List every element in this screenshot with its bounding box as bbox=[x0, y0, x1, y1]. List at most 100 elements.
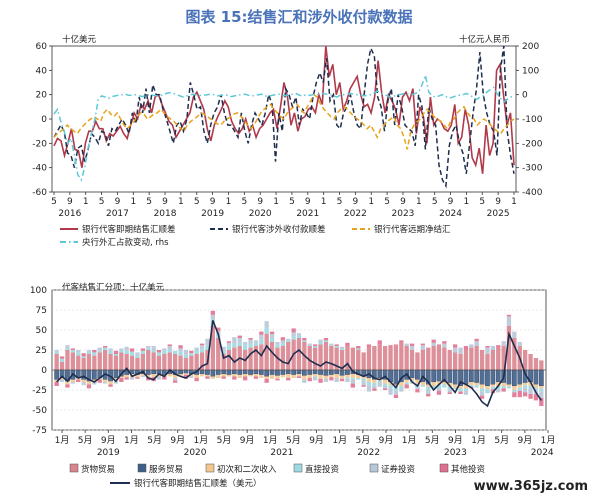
bar-segment-6 bbox=[313, 344, 318, 346]
bar-segment-4 bbox=[129, 351, 135, 356]
bar-segment-3 bbox=[302, 375, 307, 380]
bar-segment-5 bbox=[302, 379, 307, 383]
bar-segment-4 bbox=[313, 346, 318, 348]
bar-segment-2 bbox=[248, 369, 253, 376]
x-month-label: 1月 bbox=[541, 435, 556, 446]
bar-segment-3 bbox=[485, 386, 490, 390]
bar-segment-6 bbox=[259, 331, 264, 335]
bar-segment-6 bbox=[124, 377, 129, 380]
watermark: www.365jz.com bbox=[471, 479, 590, 494]
bar-segment-1 bbox=[313, 347, 318, 370]
bar-segment-4 bbox=[248, 343, 253, 348]
bar-segment-2 bbox=[221, 369, 227, 375]
bar-segment-2 bbox=[291, 369, 297, 376]
bar-segment-3 bbox=[474, 382, 479, 386]
bar-segment-4 bbox=[81, 356, 86, 358]
bar-segment-5 bbox=[372, 385, 377, 389]
x-month-label: 5 bbox=[479, 197, 485, 207]
bar-segment-3 bbox=[81, 379, 86, 382]
bar-segment-6 bbox=[210, 310, 215, 315]
bar-segment-3 bbox=[216, 374, 221, 378]
bar-segment-2 bbox=[329, 369, 334, 376]
bar-segment-6 bbox=[70, 348, 75, 350]
bar-segment-5 bbox=[97, 347, 102, 351]
x-month-label: 1 bbox=[178, 197, 184, 207]
bar-segment-6 bbox=[393, 394, 399, 398]
bar-segment-1 bbox=[113, 355, 119, 370]
bottom-bar-chart: 代客结售汇分项：十亿美元 -75 -50 -25 0 25 50 75 100 1月 5月 9月 1月 5… bbox=[30, 282, 556, 489]
x-month-label: 1 bbox=[321, 197, 327, 207]
legend-swatch bbox=[137, 463, 147, 473]
legend-swatch bbox=[439, 463, 449, 473]
bar-segment-1 bbox=[59, 362, 65, 370]
bar-segment-6 bbox=[167, 344, 172, 346]
bar-segment-1 bbox=[226, 350, 232, 370]
bar-segment-6 bbox=[383, 388, 388, 390]
bar-segment-6 bbox=[205, 376, 210, 379]
x-month-label: 9月 bbox=[309, 435, 324, 446]
bar-segment-6 bbox=[420, 343, 425, 346]
bar-segment-1 bbox=[426, 347, 431, 370]
bar-segment-5 bbox=[469, 344, 474, 348]
bar-segment-6 bbox=[409, 343, 415, 346]
x-month-label: 9 bbox=[495, 197, 501, 207]
bar-segment-3 bbox=[221, 374, 226, 377]
bar-segment-4 bbox=[140, 350, 145, 354]
x-month-label: 9月 bbox=[101, 435, 116, 446]
bar-segment-3 bbox=[426, 384, 431, 387]
bar-segment-1 bbox=[447, 350, 452, 370]
bar-segment-3 bbox=[54, 379, 59, 382]
bar-segment-5 bbox=[59, 379, 65, 382]
bar-segment-2 bbox=[285, 369, 291, 375]
bar-segment-1 bbox=[199, 352, 205, 370]
bar-segment-3 bbox=[415, 379, 420, 384]
bar-segment-1 bbox=[216, 338, 221, 370]
right-tick-label: 0 bbox=[522, 91, 528, 101]
bar-segment-5 bbox=[318, 339, 323, 342]
bar-segment-2 bbox=[302, 369, 307, 376]
bar-segment-5 bbox=[146, 346, 151, 349]
bar-segment-3 bbox=[248, 374, 253, 377]
y-tick-label: -50 bbox=[32, 406, 47, 416]
bar-segment-3 bbox=[323, 375, 329, 379]
bar-segment-3 bbox=[135, 374, 140, 378]
bar-segment-5 bbox=[458, 347, 463, 354]
bar-segment-6 bbox=[269, 331, 275, 334]
bar-segment-5 bbox=[393, 390, 399, 395]
bar-segment-6 bbox=[119, 378, 124, 382]
bar-segment-5 bbox=[173, 378, 178, 381]
bar-segment-5 bbox=[345, 378, 350, 382]
bar-segment-3 bbox=[286, 374, 291, 378]
bar-segment-4 bbox=[259, 339, 264, 345]
bar-segment-3 bbox=[393, 384, 399, 387]
bar-segment-5 bbox=[237, 338, 242, 343]
bar-segment-1 bbox=[399, 342, 404, 370]
bar-segment-3 bbox=[183, 373, 189, 375]
bar-segment-3 bbox=[431, 382, 436, 386]
bar-segment-4 bbox=[339, 349, 345, 350]
bar-segment-3 bbox=[539, 386, 544, 389]
bar-segment-4 bbox=[108, 350, 113, 354]
bar-segment-1 bbox=[135, 358, 140, 370]
x-month-label: 5月 bbox=[78, 435, 93, 446]
bar-segment-1 bbox=[463, 350, 469, 370]
top-line-chart: 十亿美元 十亿元人民币-60-40-200204060-400-300-200-1… bbox=[32, 34, 542, 248]
bar-segment-5 bbox=[156, 376, 162, 380]
bar-segment-4 bbox=[103, 347, 108, 350]
bar-segment-5 bbox=[420, 345, 425, 350]
x-month-label: 5 bbox=[384, 197, 390, 207]
bar-segment-1 bbox=[372, 346, 377, 370]
bar-segment-4 bbox=[119, 350, 124, 353]
bar-segment-1 bbox=[167, 352, 172, 370]
x-month-label: 5月 bbox=[217, 435, 232, 446]
bar-segment-5 bbox=[426, 390, 431, 394]
bar-segment-3 bbox=[490, 384, 495, 387]
left-tick-label: -20 bbox=[32, 139, 47, 149]
bar-segment-1 bbox=[221, 354, 226, 370]
bar-segment-4 bbox=[345, 377, 350, 379]
bar-segment-4 bbox=[194, 350, 199, 354]
x-month-label: 9 bbox=[400, 197, 406, 207]
bar-segment-5 bbox=[248, 339, 253, 344]
bar-segment-5 bbox=[404, 343, 409, 346]
bar-segment-5 bbox=[70, 382, 75, 384]
